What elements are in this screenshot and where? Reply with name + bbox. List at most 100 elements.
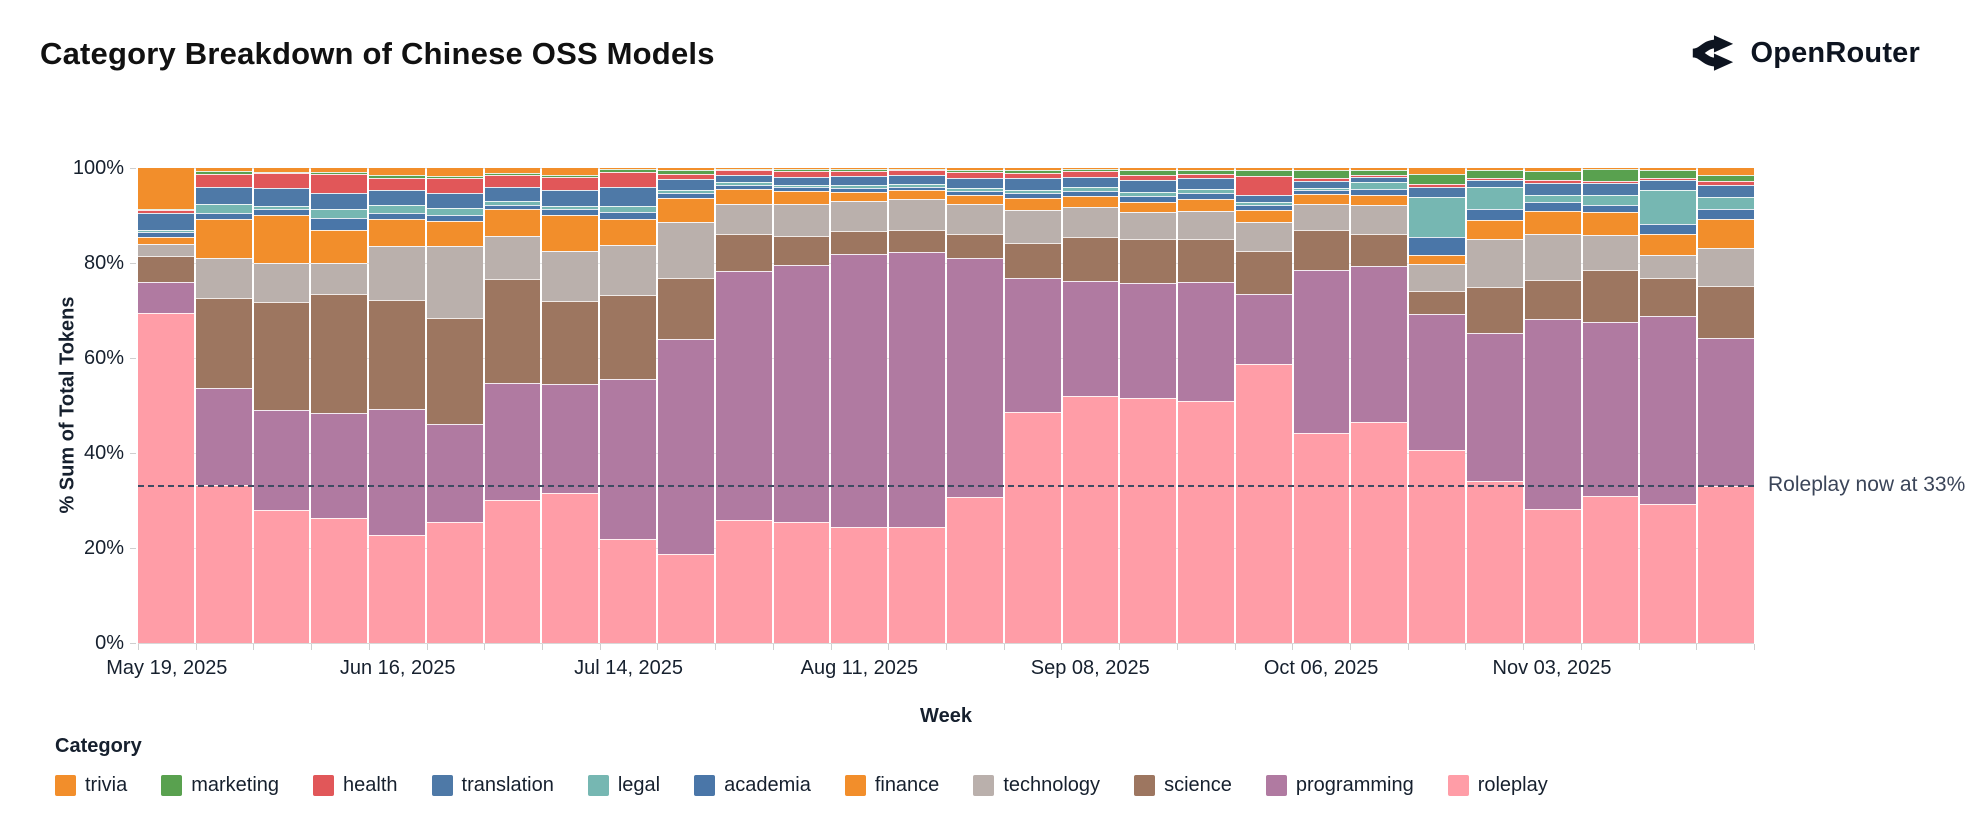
- stacked-bar[interactable]: [600, 168, 657, 643]
- bar-segment-legal[interactable]: [1004, 189, 1061, 194]
- bar-segment-science[interactable]: [426, 317, 483, 424]
- bar-segment-translation[interactable]: [1409, 187, 1465, 197]
- bar-segment-finance[interactable]: [658, 197, 714, 222]
- bar-segment-programming[interactable]: [138, 282, 194, 313]
- bar-segment-roleplay[interactable]: [369, 534, 425, 643]
- bar-segment-health[interactable]: [1235, 175, 1292, 195]
- bar-segment-legal[interactable]: [426, 208, 483, 215]
- bar-segment-technology[interactable]: [426, 246, 483, 318]
- bar-segment-finance[interactable]: [369, 219, 425, 246]
- bar-segment-legal[interactable]: [715, 182, 772, 185]
- stacked-bar[interactable]: [889, 168, 945, 643]
- bar-segment-health[interactable]: [889, 170, 945, 176]
- bar-segment-marketing[interactable]: [1178, 169, 1234, 174]
- bar-segment-academia[interactable]: [773, 187, 830, 192]
- bar-segment-technology[interactable]: [1640, 254, 1697, 278]
- bar-segment-legal[interactable]: [542, 205, 599, 210]
- bar-segment-health[interactable]: [195, 173, 252, 187]
- bar-segment-academia[interactable]: [195, 213, 252, 220]
- bar-segment-technology[interactable]: [138, 244, 194, 256]
- bar-segment-marketing[interactable]: [715, 168, 772, 171]
- bar-segment-technology[interactable]: [773, 204, 830, 236]
- bar-segment-academia[interactable]: [946, 191, 1003, 196]
- bar-segment-marketing[interactable]: [889, 168, 945, 171]
- bar-segment-health[interactable]: [773, 170, 830, 177]
- bar-segment-science[interactable]: [1351, 233, 1408, 266]
- bar-segment-finance[interactable]: [1640, 233, 1697, 255]
- bar-segment-programming[interactable]: [1351, 265, 1408, 422]
- bar-segment-programming[interactable]: [1062, 280, 1119, 396]
- bar-segment-trivia[interactable]: [311, 168, 368, 172]
- bar-segment-technology[interactable]: [1235, 221, 1292, 252]
- bar-segment-marketing[interactable]: [946, 169, 1003, 173]
- bar-segment-trivia[interactable]: [138, 168, 194, 209]
- stacked-bar[interactable]: [138, 168, 194, 644]
- bar-segment-roleplay[interactable]: [311, 517, 368, 643]
- bar-segment-roleplay[interactable]: [426, 521, 483, 643]
- bar-segment-science[interactable]: [1120, 239, 1177, 284]
- bar-segment-science[interactable]: [253, 301, 310, 411]
- bar-segment-trivia[interactable]: [600, 168, 657, 170]
- bar-segment-health[interactable]: [600, 171, 657, 187]
- bar-segment-technology[interactable]: [658, 221, 714, 279]
- bar-segment-science[interactable]: [138, 255, 194, 283]
- bar-segment-finance[interactable]: [195, 219, 252, 259]
- bar-segment-translation[interactable]: [600, 186, 657, 206]
- bar-segment-finance[interactable]: [1293, 194, 1350, 204]
- bar-segment-health[interactable]: [1466, 177, 1523, 180]
- bar-segment-health[interactable]: [1524, 179, 1581, 183]
- bar-segment-trivia[interactable]: [1062, 168, 1119, 170]
- stacked-bar[interactable]: [369, 168, 425, 643]
- bar-segment-academia[interactable]: [1062, 190, 1119, 196]
- bar-segment-academia[interactable]: [1178, 193, 1234, 199]
- bar-segment-technology[interactable]: [715, 203, 772, 234]
- bar-segment-science[interactable]: [1178, 239, 1234, 282]
- bar-segment-roleplay[interactable]: [1120, 397, 1177, 643]
- stacked-bar[interactable]: [1640, 168, 1697, 643]
- bar-segment-health[interactable]: [138, 209, 194, 214]
- bar-segment-marketing[interactable]: [1409, 174, 1465, 184]
- bar-segment-translation[interactable]: [831, 175, 888, 186]
- bar-segment-legal[interactable]: [138, 229, 194, 233]
- bar-segment-academia[interactable]: [1466, 209, 1523, 220]
- bar-segment-health[interactable]: [253, 173, 310, 189]
- bar-segment-science[interactable]: [1293, 229, 1350, 271]
- bar-segment-marketing[interactable]: [1466, 170, 1523, 178]
- bar-segment-academia[interactable]: [1409, 237, 1465, 255]
- stacked-bar[interactable]: [1293, 168, 1350, 643]
- stacked-bar[interactable]: [658, 168, 714, 643]
- bar-segment-finance[interactable]: [1466, 219, 1523, 240]
- bar-segment-trivia[interactable]: [1178, 168, 1234, 170]
- bar-segment-legal[interactable]: [1698, 196, 1754, 209]
- bar-segment-health[interactable]: [1062, 171, 1119, 177]
- bar-segment-programming[interactable]: [426, 423, 483, 522]
- bar-segment-academia[interactable]: [426, 214, 483, 222]
- bar-segment-programming[interactable]: [369, 408, 425, 535]
- bar-segment-programming[interactable]: [1178, 281, 1234, 401]
- bar-segment-programming[interactable]: [946, 257, 1003, 497]
- bar-segment-technology[interactable]: [195, 258, 252, 299]
- stacked-bar[interactable]: [1235, 168, 1292, 643]
- bar-segment-finance[interactable]: [1004, 197, 1061, 210]
- bar-segment-trivia[interactable]: [484, 168, 541, 174]
- bar-segment-programming[interactable]: [600, 379, 657, 540]
- bar-segment-programming[interactable]: [1235, 293, 1292, 364]
- bar-segment-health[interactable]: [831, 170, 888, 176]
- bar-segment-programming[interactable]: [1466, 332, 1523, 482]
- bar-segment-legal[interactable]: [1120, 191, 1177, 197]
- bar-segment-trivia[interactable]: [195, 168, 252, 172]
- bar-segment-academia[interactable]: [1004, 193, 1061, 198]
- bar-segment-academia[interactable]: [1120, 196, 1177, 203]
- bar-segment-technology[interactable]: [1524, 234, 1581, 280]
- bar-segment-translation[interactable]: [1293, 180, 1350, 188]
- bar-segment-science[interactable]: [484, 278, 541, 383]
- bar-segment-trivia[interactable]: [658, 168, 714, 171]
- bar-segment-finance[interactable]: [1351, 195, 1408, 206]
- stacked-bar[interactable]: [253, 168, 310, 643]
- bar-segment-roleplay[interactable]: [658, 554, 714, 643]
- bar-segment-legal[interactable]: [1178, 188, 1234, 194]
- bar-segment-technology[interactable]: [542, 251, 599, 302]
- bar-segment-health[interactable]: [1004, 172, 1061, 179]
- bar-segment-roleplay[interactable]: [542, 493, 599, 643]
- bar-segment-translation[interactable]: [773, 176, 830, 186]
